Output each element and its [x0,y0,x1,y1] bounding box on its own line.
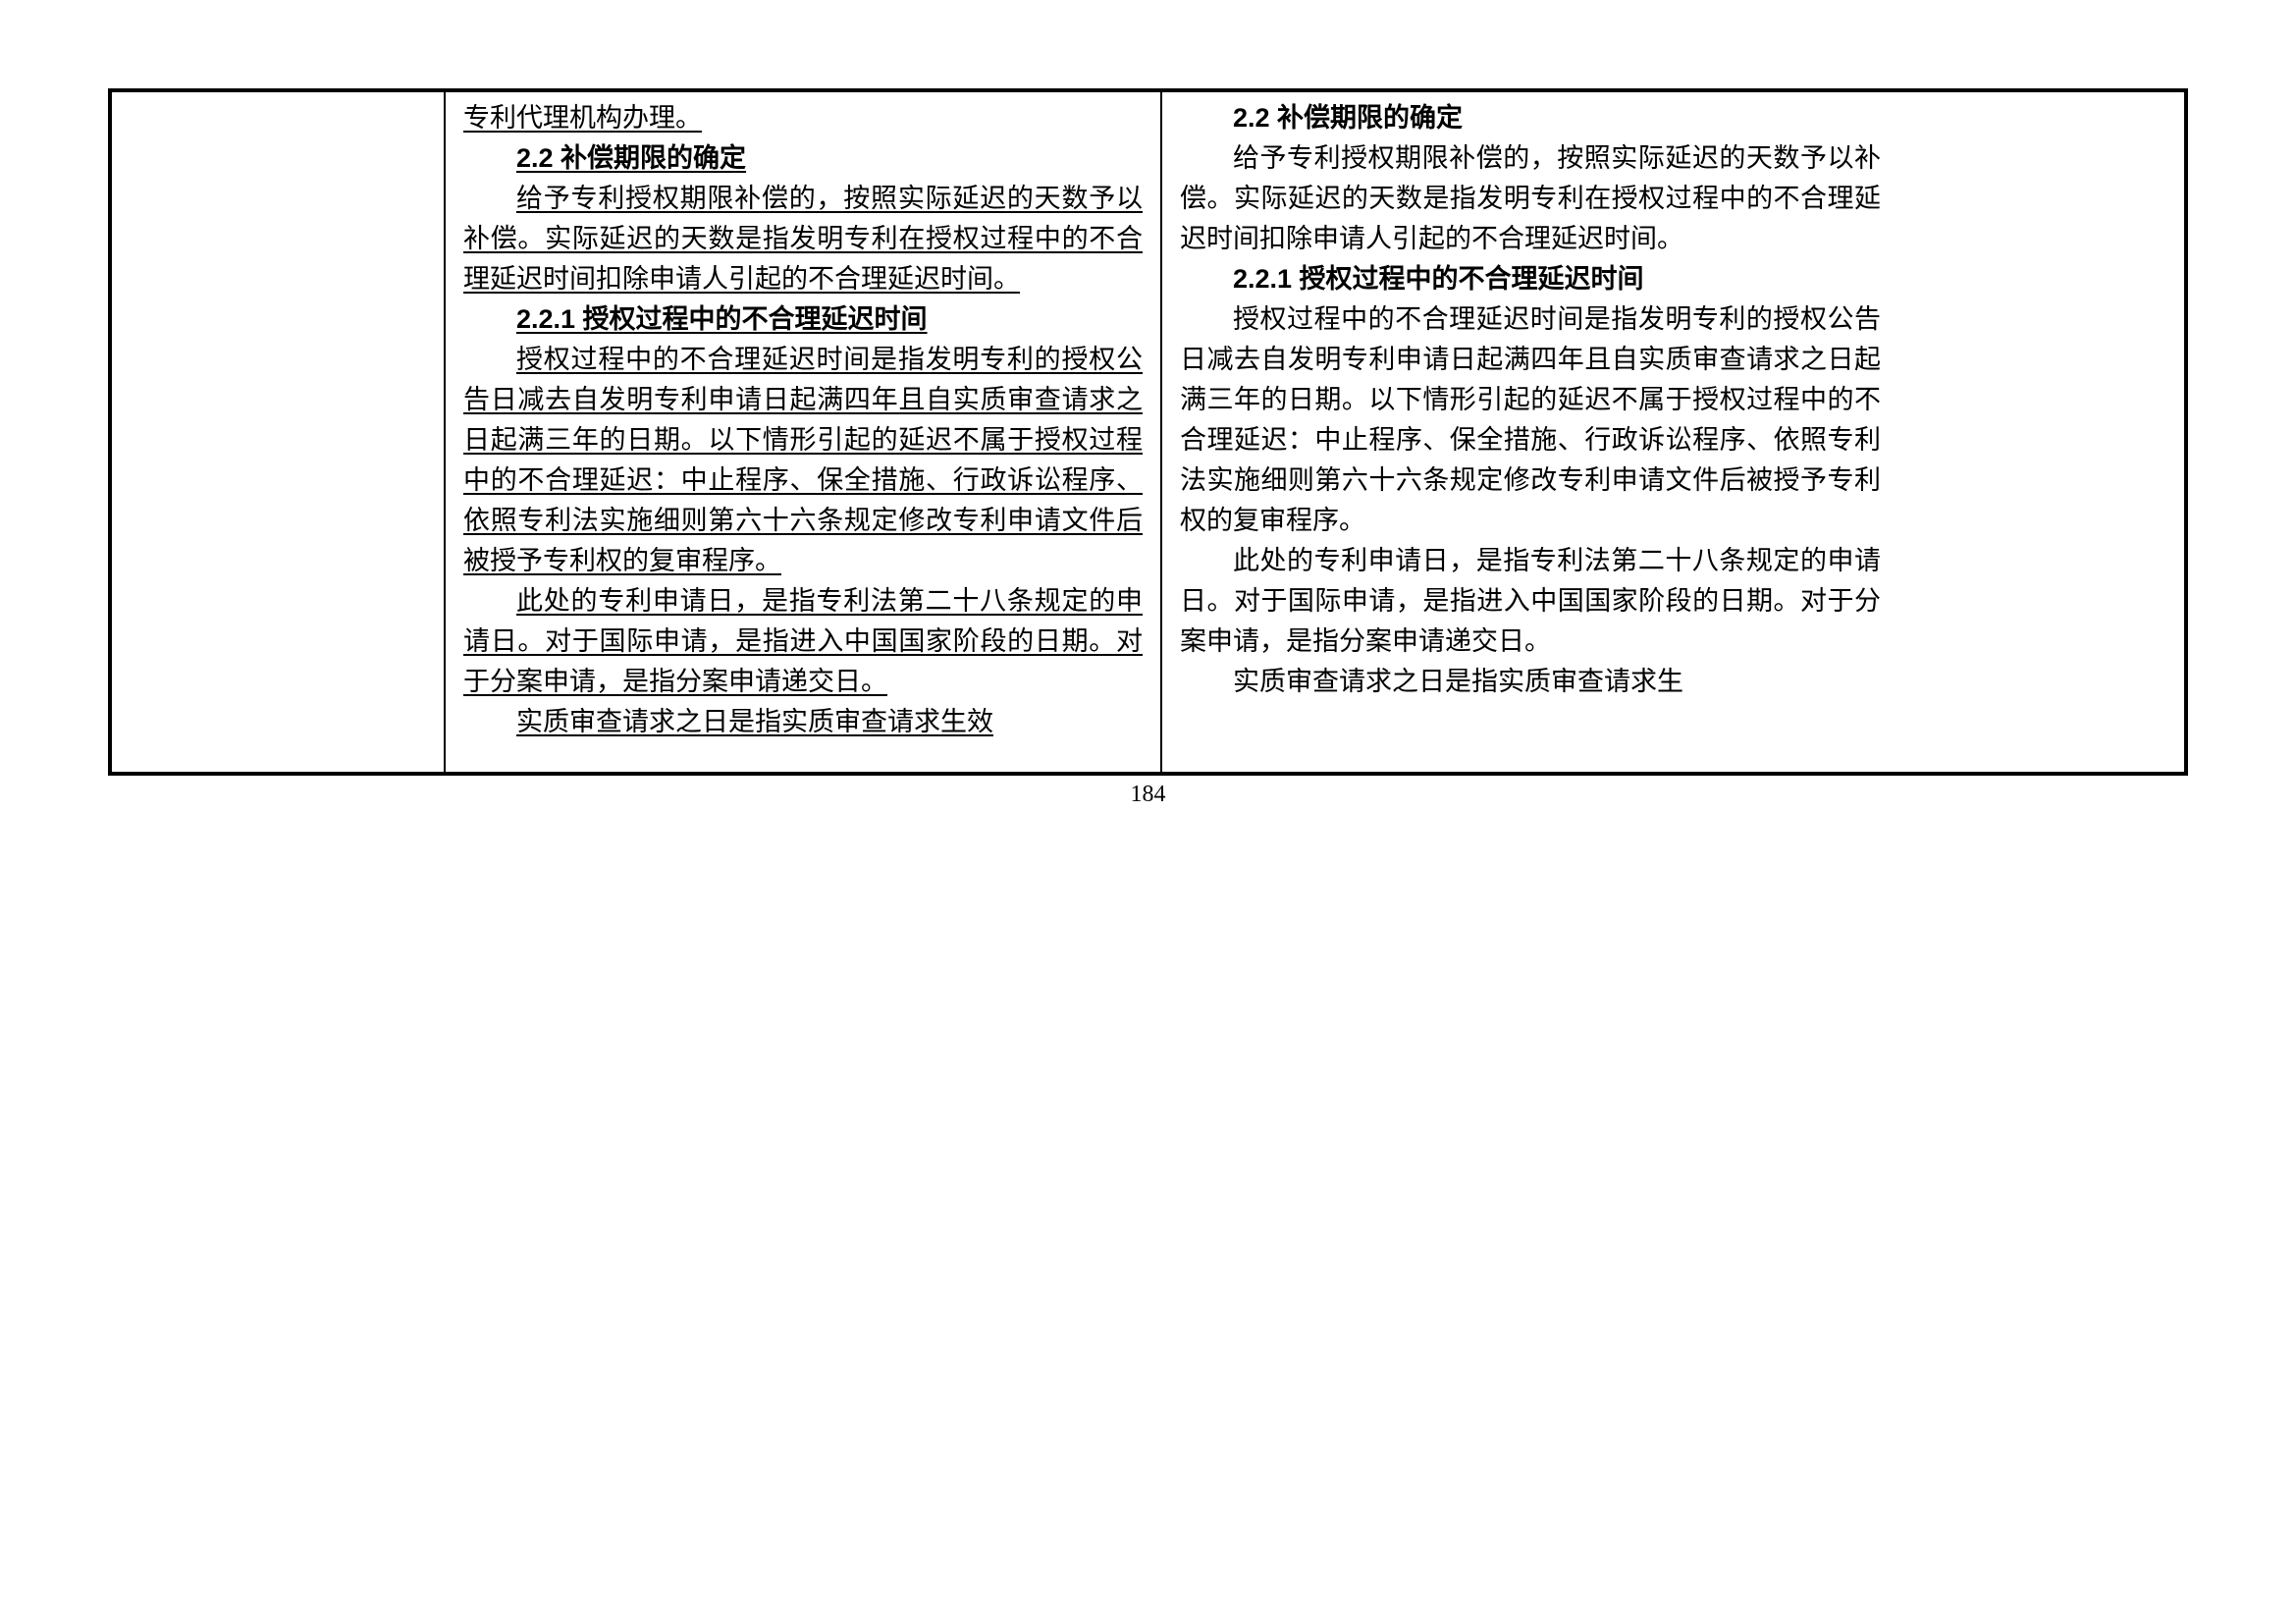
comparison-table: 专利代理机构办理。 2.2 补偿期限的确定 给予专利授权期限补偿的，按照实际延迟… [108,88,2188,776]
mid-p3: 授权过程中的不合理延迟时间是指发明专利的授权公告日减去自发明专利申请日起满四年且… [463,340,1143,581]
column-middle: 专利代理机构办理。 2.2 补偿期限的确定 给予专利授权期限补偿的，按照实际延迟… [446,92,1162,772]
right-p2: 给予专利授权期限补偿的，按照实际延迟的天数予以补偿。实际延迟的天数是指发明专利在… [1180,138,1881,259]
column-left [112,92,446,772]
mid-p5: 实质审查请求之日是指实质审查请求生效 [463,702,1143,742]
right-h1: 2.2 补偿期限的确定 [1180,98,1881,138]
column-right: 2.2 补偿期限的确定 给予专利授权期限补偿的，按照实际延迟的天数予以补偿。实际… [1162,92,1898,772]
mid-p2: 给予专利授权期限补偿的，按照实际延迟的天数予以补偿。实际延迟的天数是指发明专利在… [463,179,1143,299]
mid-h2: 2.2.1 授权过程中的不合理延迟时间 [463,299,1143,340]
right-p4: 此处的专利申请日，是指专利法第二十八条规定的申请日。对于国际申请，是指进入中国国… [1180,541,1881,662]
right-h2: 2.2.1 授权过程中的不合理延迟时间 [1180,259,1881,299]
right-p5: 实质审查请求之日是指实质审查请求生 [1180,662,1881,702]
page: 专利代理机构办理。 2.2 补偿期限的确定 给予专利授权期限补偿的，按照实际延迟… [0,0,2296,1623]
mid-p4: 此处的专利申请日，是指专利法第二十八条规定的申请日。对于国际申请，是指进入中国国… [463,581,1143,702]
mid-p1: 专利代理机构办理。 [463,98,1143,138]
page-number: 184 [0,782,2296,808]
right-p3: 授权过程中的不合理延迟时间是指发明专利的授权公告日减去自发明专利申请日起满四年且… [1180,299,1881,541]
mid-h1: 2.2 补偿期限的确定 [463,138,1143,179]
